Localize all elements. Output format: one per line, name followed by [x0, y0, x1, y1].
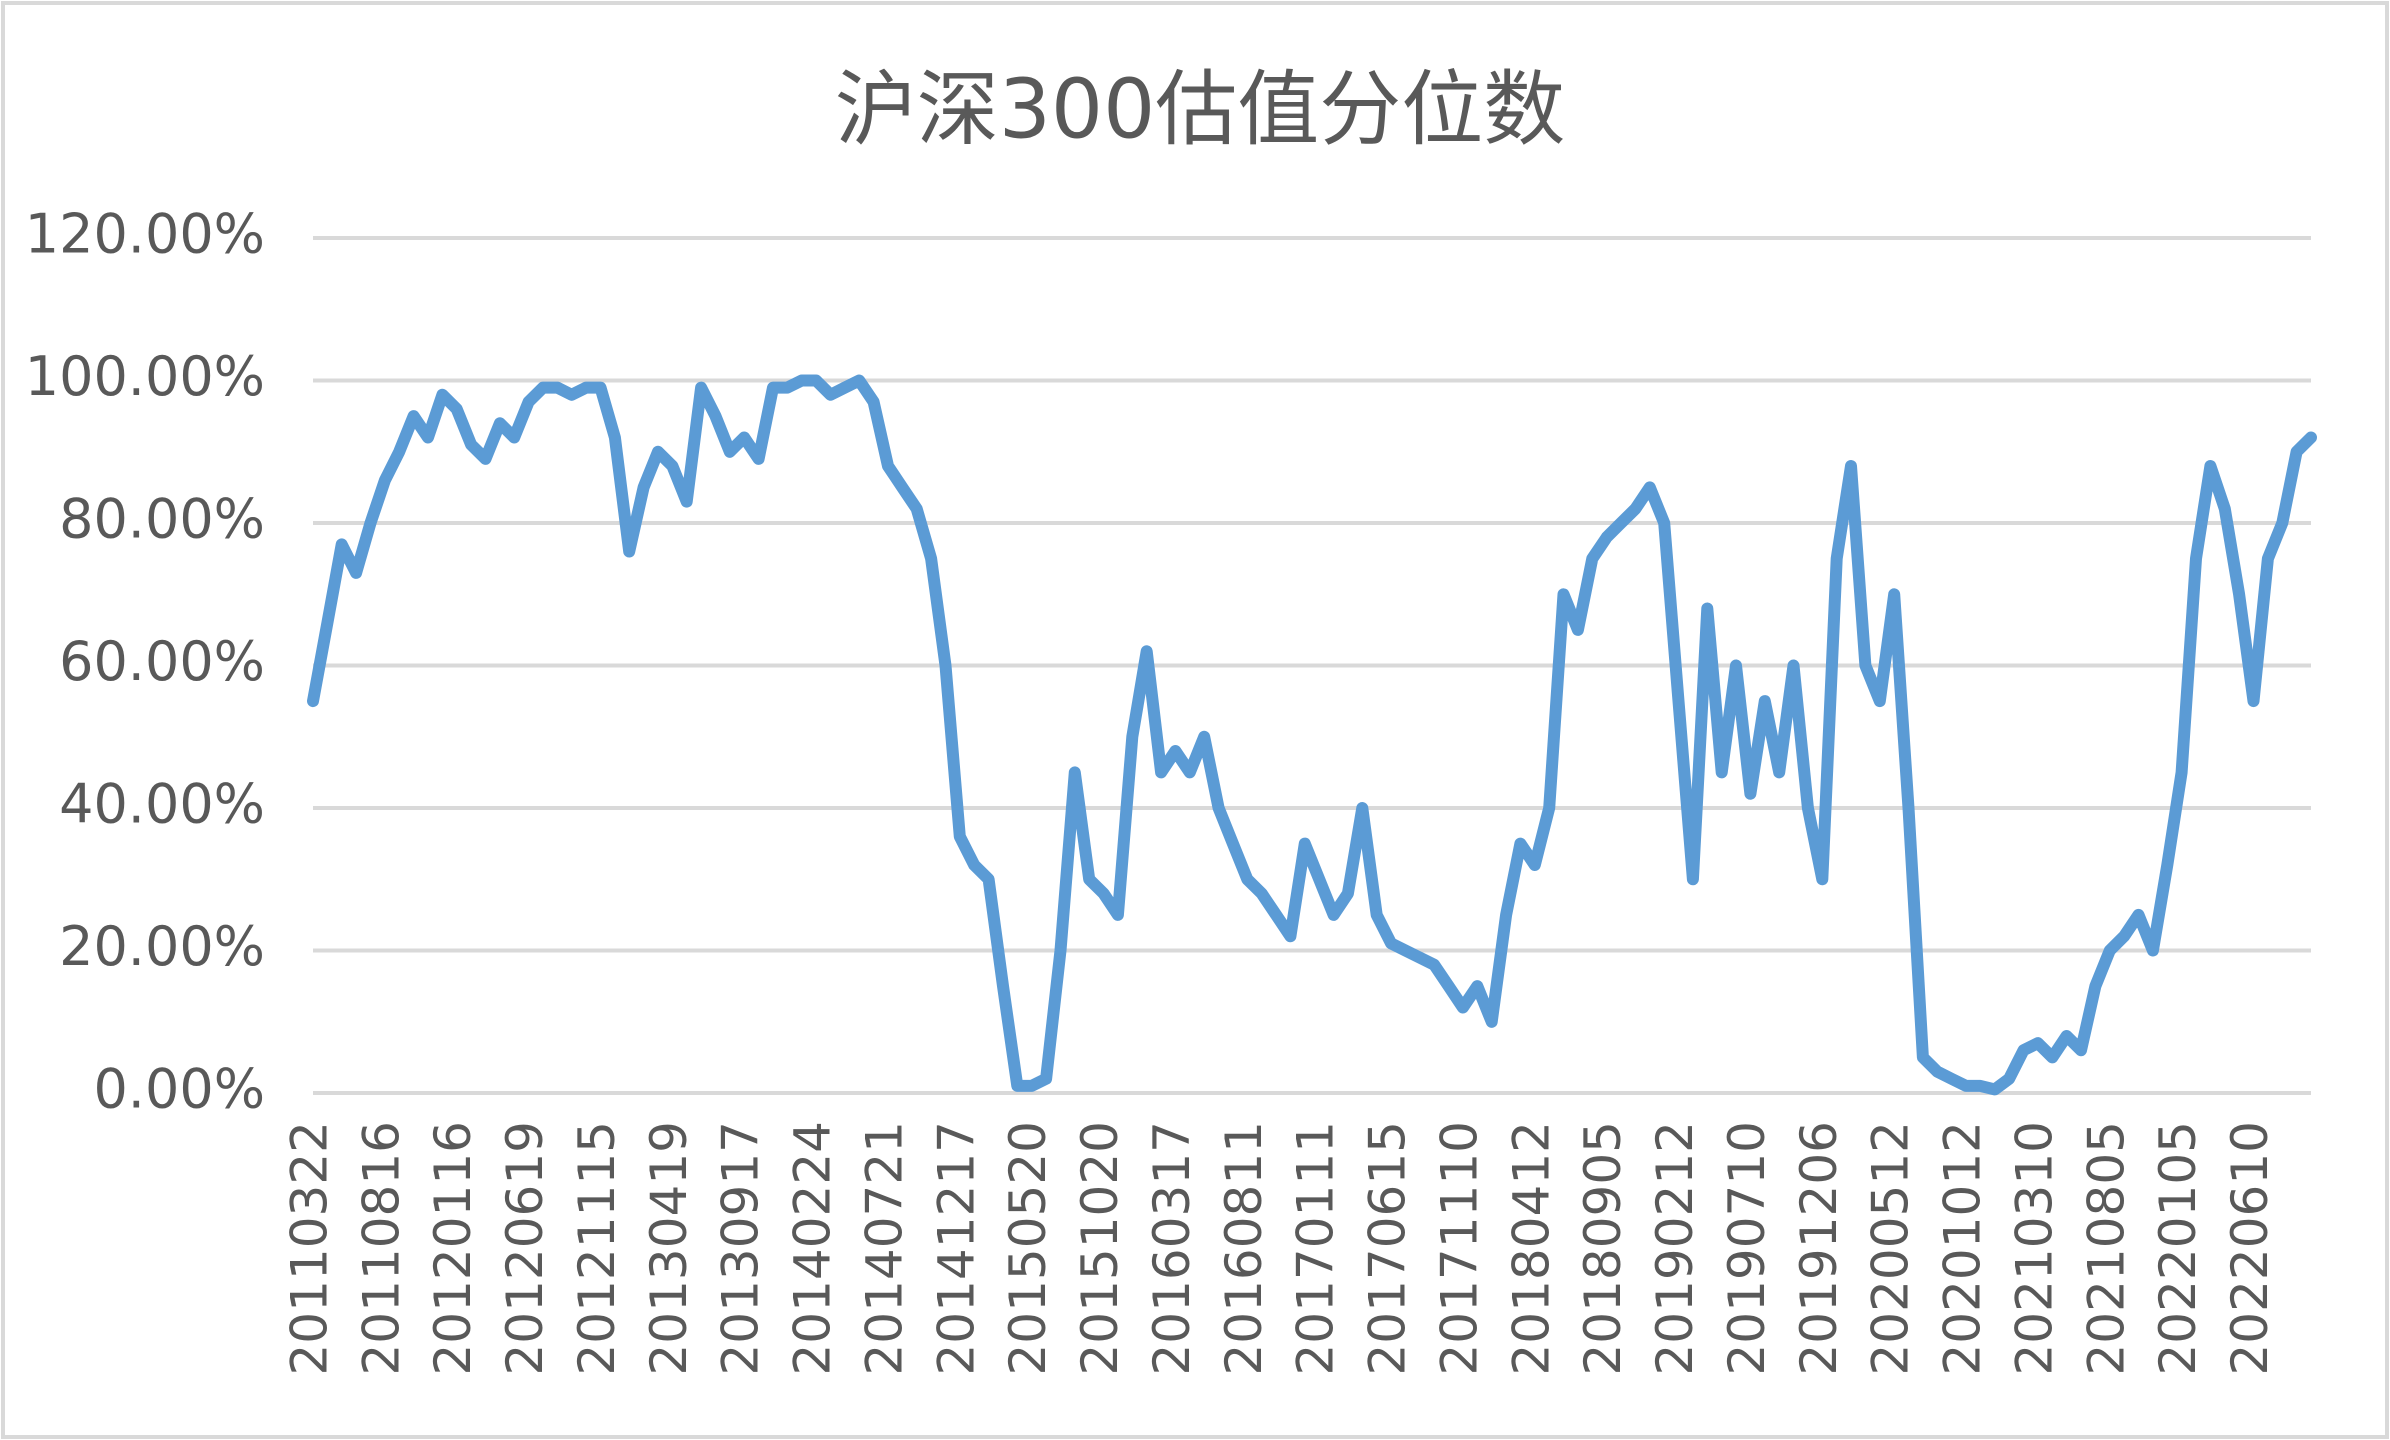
- line-series: [307, 374, 2317, 1096]
- x-tick-label: 20170111: [1287, 1121, 1345, 1376]
- x-tick-label: 20191206: [1790, 1121, 1848, 1376]
- x-tick-label: 20141217: [927, 1121, 985, 1376]
- y-tick-label: 0.00%: [93, 1058, 265, 1121]
- x-tick-label: 20201012: [1934, 1121, 1992, 1376]
- y-tick-label: 120.00%: [25, 203, 265, 266]
- x-tick-label: 20210805: [2077, 1121, 2135, 1376]
- y-tick-label: 40.00%: [59, 773, 265, 836]
- y-tick-label: 80.00%: [59, 488, 265, 551]
- x-tick-label: 20190212: [1646, 1121, 1704, 1376]
- chart-title: 沪深300估值分位数: [835, 62, 1566, 157]
- x-tick-label: 20220105: [2149, 1121, 2207, 1376]
- x-tick-label: 20200512: [1862, 1121, 1920, 1376]
- x-tick-label: 20110322: [281, 1121, 339, 1376]
- x-tick-label: 20120619: [496, 1121, 554, 1376]
- y-tick-label: 60.00%: [59, 630, 265, 693]
- x-tick-label: 20130917: [712, 1121, 770, 1376]
- x-tick-label: 20140721: [855, 1121, 913, 1376]
- x-tick-label: 20220610: [2221, 1121, 2279, 1376]
- x-tick-label: 20170615: [1359, 1121, 1417, 1376]
- y-tick-label: 100.00%: [25, 345, 265, 408]
- x-tick-label: 20120116: [424, 1121, 482, 1376]
- x-tick-label: 20190710: [1718, 1121, 1776, 1376]
- x-tick-label: 20210310: [2005, 1121, 2063, 1376]
- x-tick-label: 20171110: [1430, 1121, 1488, 1376]
- x-tick-label: 20160811: [1215, 1121, 1273, 1376]
- x-tick-label: 20150520: [999, 1121, 1057, 1376]
- x-tick-label: 20130419: [640, 1121, 698, 1376]
- x-tick-label: 20180905: [1574, 1121, 1632, 1376]
- x-tick-label: 20110816: [352, 1121, 410, 1376]
- y-tick-label: 20.00%: [59, 915, 265, 978]
- x-tick-label: 20151020: [1071, 1121, 1129, 1376]
- x-tick-label: 20121115: [568, 1121, 626, 1376]
- x-tick-label: 20140224: [784, 1121, 842, 1376]
- x-tick-label: 20160317: [1143, 1121, 1201, 1376]
- x-tick-label: 20180412: [1502, 1121, 1560, 1376]
